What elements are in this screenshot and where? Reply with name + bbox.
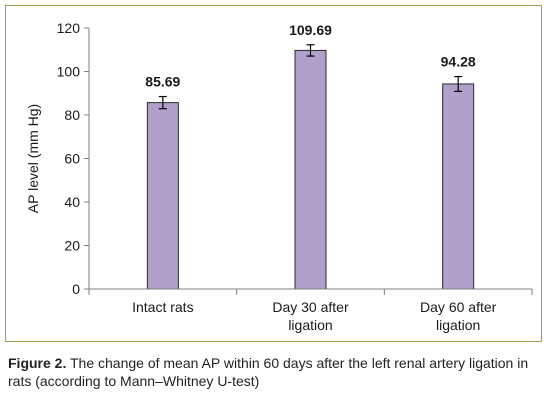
figure-caption: Figure 2. The change of mean AP within 6… <box>8 354 546 390</box>
data-label: 94.28 <box>441 54 476 70</box>
category-label: Day 60 after <box>420 299 497 315</box>
category-label: ligation <box>436 317 480 333</box>
y-tick-label: 20 <box>64 238 80 254</box>
y-tick-label: 100 <box>57 64 81 80</box>
y-tick-label: 40 <box>64 194 80 210</box>
caption-text: The change of mean AP within 60 days aft… <box>8 355 529 389</box>
category-label: Intact rats <box>132 299 193 315</box>
data-label: 109.69 <box>289 22 332 38</box>
bar <box>442 83 475 290</box>
y-tick-label: 80 <box>64 107 80 123</box>
y-axis-title: AP level (mm Hg) <box>25 104 41 213</box>
y-tick-label: 120 <box>57 20 81 36</box>
y-tick-label: 60 <box>64 151 80 167</box>
y-tick-label: 0 <box>72 281 80 297</box>
category-label: ligation <box>288 317 332 333</box>
bar <box>146 102 179 290</box>
caption-label: Figure 2. <box>8 355 67 371</box>
category-label: Day 30 after <box>272 299 349 315</box>
data-label: 85.69 <box>145 74 180 90</box>
bar <box>294 49 327 290</box>
bar-chart: 0 20 40 60 80 100 120 85.69 Intact rats 109.69 Day… <box>25 20 533 333</box>
